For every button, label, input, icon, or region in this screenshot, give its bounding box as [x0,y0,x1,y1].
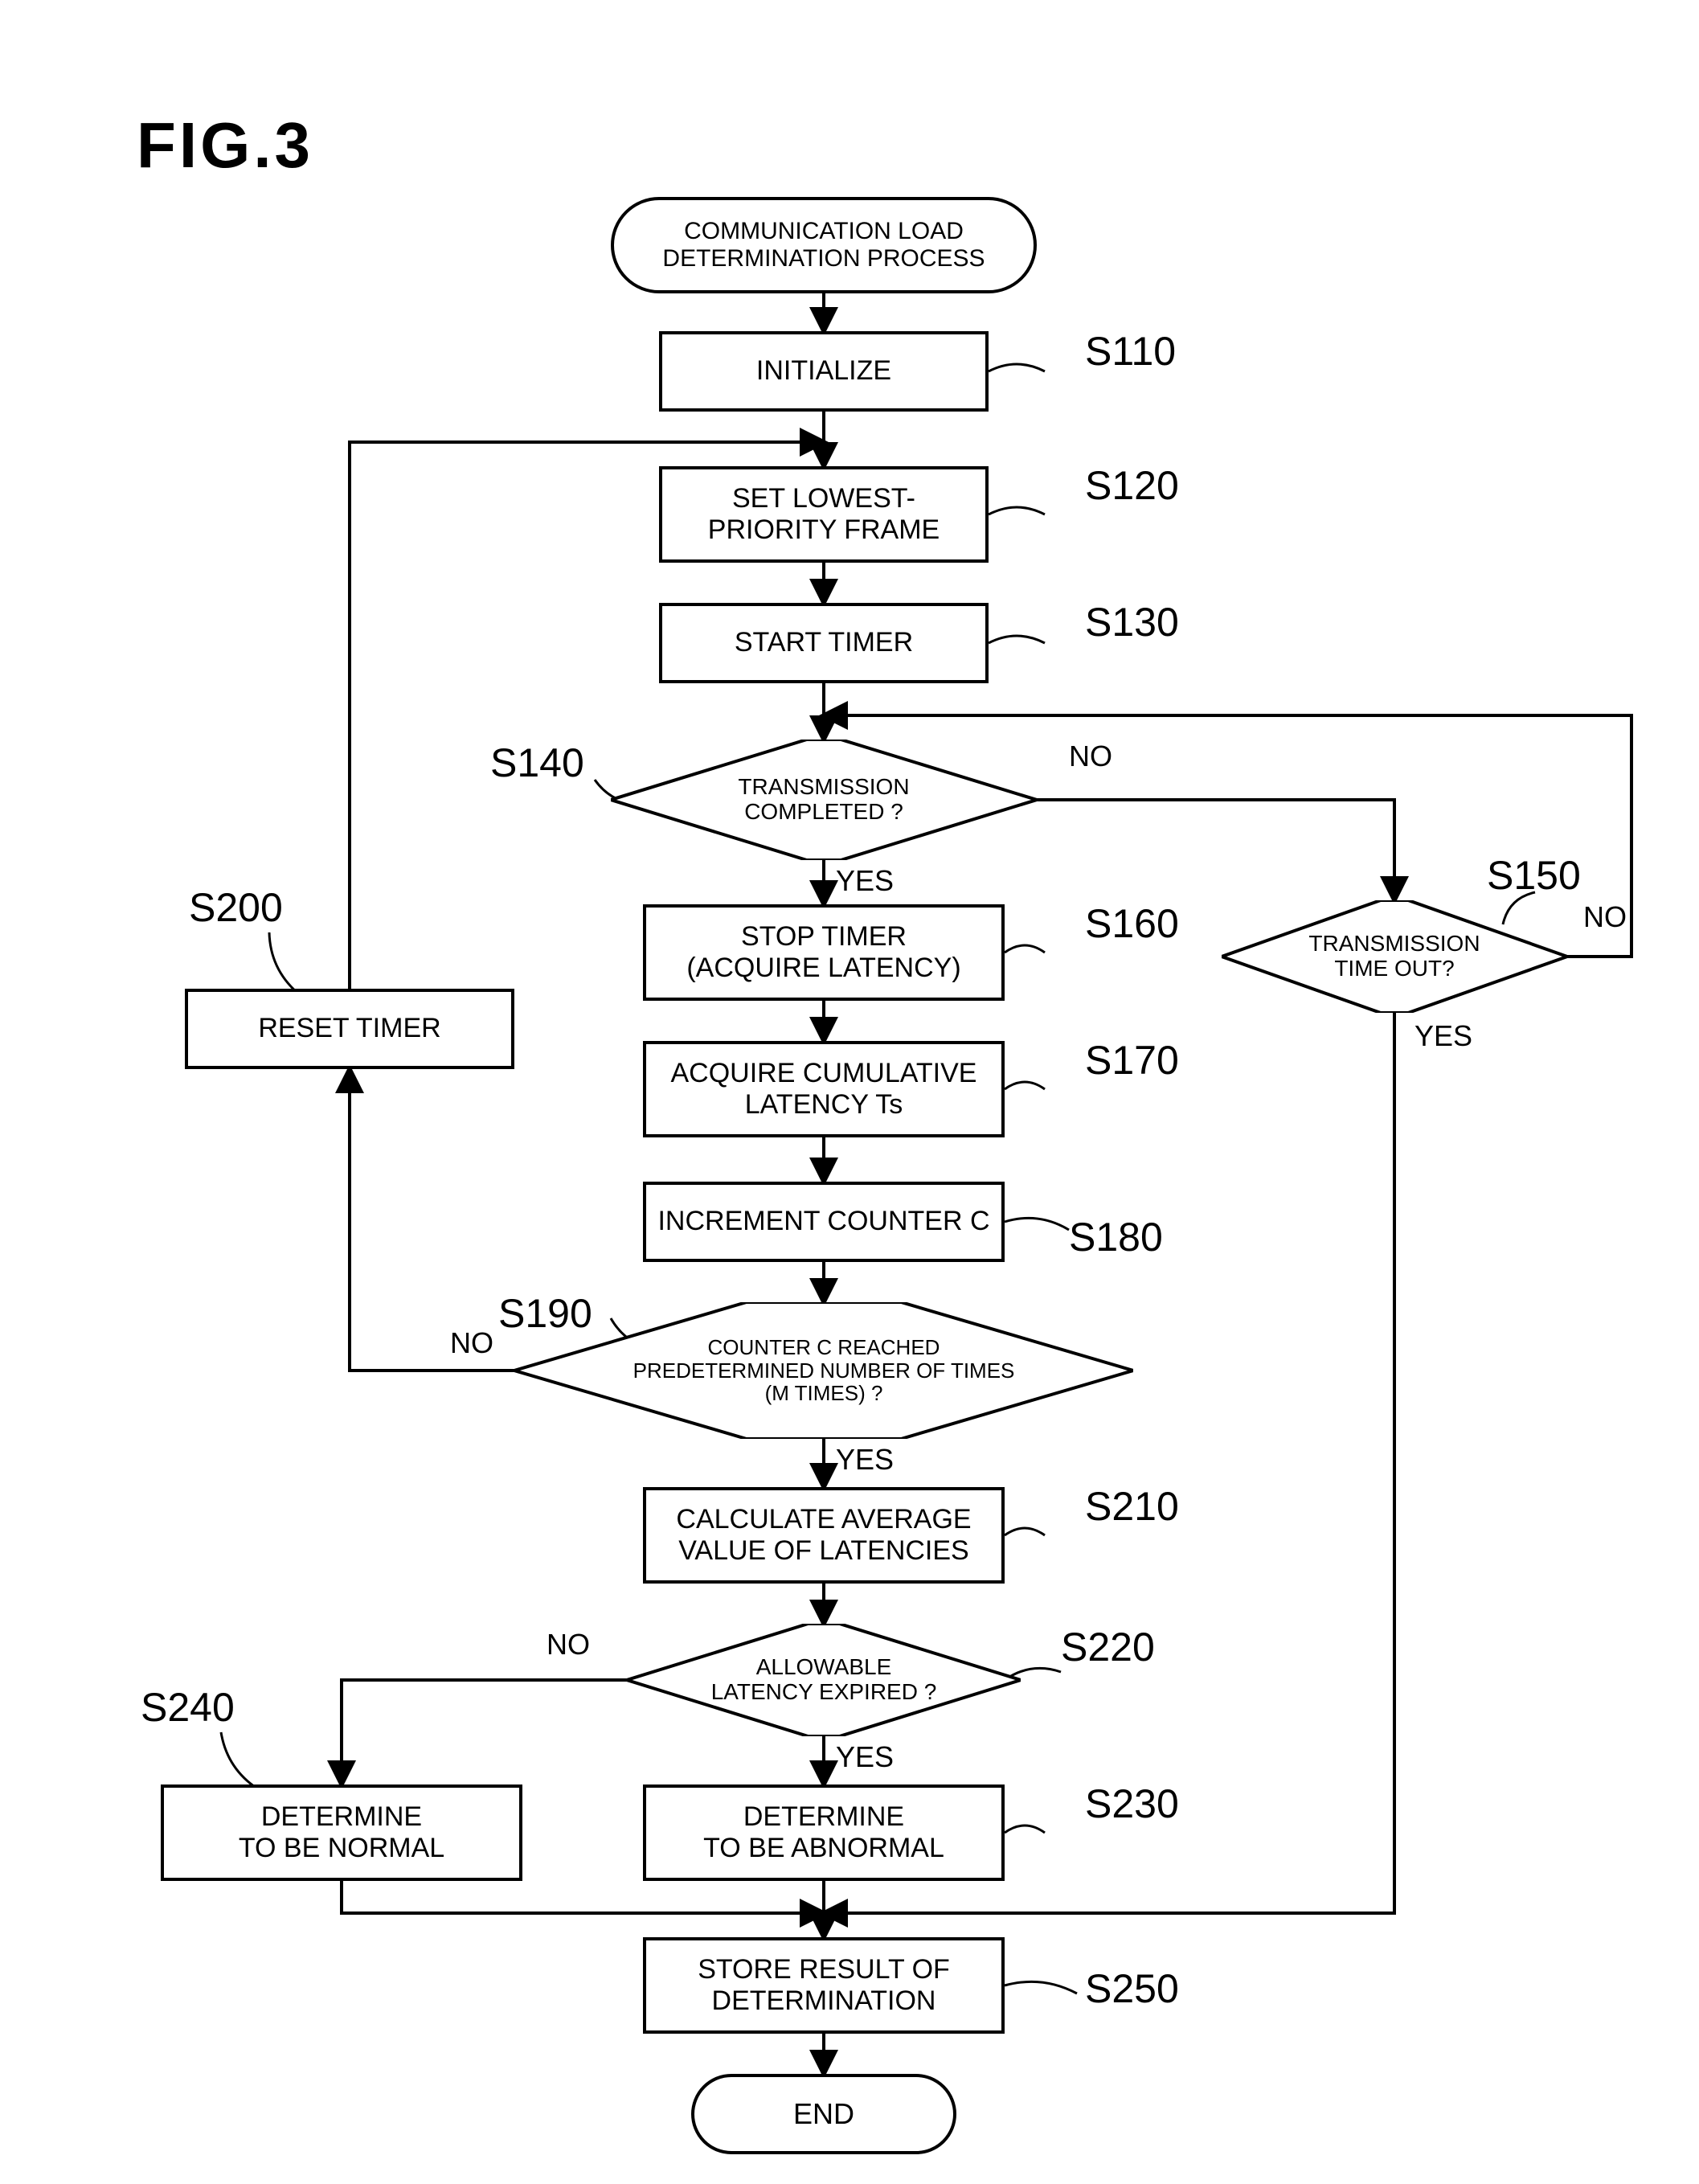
s180-step-label: S180 [1069,1214,1163,1260]
s240-step-label: S240 [141,1684,235,1731]
figure-title: FIG.3 [137,109,313,182]
label-connector-12 [1005,1825,1045,1833]
edge-15 [342,1680,627,1784]
s220-yes-label: YES [836,1740,894,1774]
s120-step-label: S120 [1085,462,1179,509]
s150-no-label: NO [1583,900,1627,934]
edge-18 [342,1881,824,1913]
s220-decision: ALLOWABLELATENCY EXPIRED ? [627,1624,1021,1736]
s250-step-label: S250 [1085,1965,1179,2012]
s170-process: ACQUIRE CUMULATIVELATENCY Ts [643,1041,1005,1137]
s190-no-label: NO [450,1326,493,1360]
s110-process: INITIALIZE [659,331,989,412]
s210-process: CALCULATE AVERAGEVALUE OF LATENCIES [643,1487,1005,1584]
s180-process: INCREMENT COUNTER C [643,1182,1005,1262]
edge-5 [1037,800,1394,900]
label-connector-13 [221,1732,257,1789]
s130-step-label: S130 [1085,599,1179,645]
s230-step-label: S230 [1085,1780,1179,1827]
s140-decision: TRANSMISSIONCOMPLETED ? [611,740,1037,860]
label-connector-9 [269,932,297,993]
label-connector-4 [1005,945,1045,953]
start-terminator: COMMUNICATION LOADDETERMINATION PROCESS [611,197,1037,293]
end-terminator: END [691,2074,956,2154]
label-connector-7 [1005,1218,1069,1230]
label-connector-10 [1005,1528,1045,1535]
s140-step-label: S140 [490,740,584,786]
s110-step-label: S110 [1085,328,1176,375]
s140-no-label: NO [1069,740,1112,773]
s140-yes-label: YES [836,864,894,898]
s160-process: STOP TIMER(ACQUIRE LATENCY) [643,904,1005,1001]
s120-process: SET LOWEST-PRIORITY FRAME [659,466,989,563]
s230-process: DETERMINETO BE ABNORMAL [643,1784,1005,1881]
s190-yes-label: YES [836,1443,894,1477]
s250-process: STORE RESULT OFDETERMINATION [643,1937,1005,2034]
s200-step-label: S200 [189,884,283,931]
label-connector-14 [1005,1981,1077,1993]
s160-step-label: S160 [1085,900,1179,947]
label-connector-1 [989,507,1045,514]
s190-step-label: S190 [498,1290,592,1337]
s210-step-label: S210 [1085,1483,1179,1530]
s170-step-label: S170 [1085,1037,1179,1084]
s150-step-label: S150 [1487,852,1581,899]
edge-7 [824,1013,1394,1913]
label-connector-0 [989,364,1045,371]
s220-step-label: S220 [1061,1624,1155,1670]
label-connector-2 [989,636,1045,643]
s240-process: DETERMINETO BE NORMAL [161,1784,522,1881]
s190-decision: COUNTER C REACHEDPREDETERMINED NUMBER OF… [514,1302,1133,1439]
s220-no-label: NO [547,1628,590,1662]
s130-process: START TIMER [659,603,989,683]
s150-yes-label: YES [1414,1019,1472,1053]
edge-11 [350,1069,514,1371]
s150-decision: TRANSMISSIONTIME OUT? [1222,900,1567,1013]
s200-process: RESET TIMER [185,989,514,1069]
label-connector-6 [1005,1082,1045,1089]
